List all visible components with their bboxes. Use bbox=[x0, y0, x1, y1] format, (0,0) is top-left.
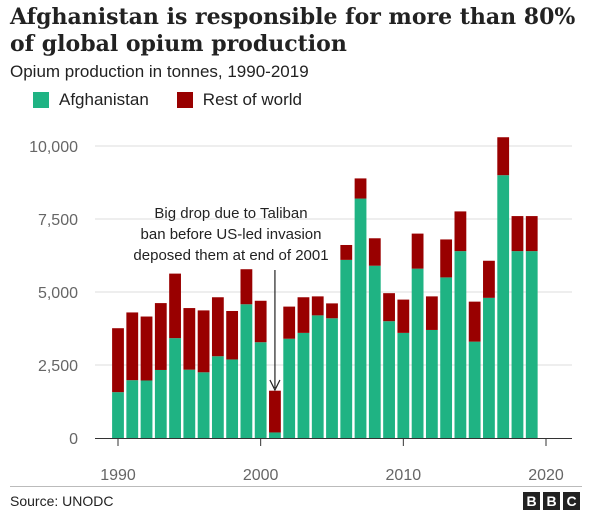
bbc-logo-letter: B bbox=[523, 492, 540, 510]
source-note: Source: UNODC bbox=[10, 493, 114, 509]
bar-rest-of-world bbox=[383, 293, 395, 322]
bar-rest-of-world bbox=[397, 299, 410, 333]
bar-afghanistan bbox=[140, 380, 153, 438]
bbc-logo: B B C bbox=[520, 492, 580, 510]
bar-afghanistan bbox=[425, 329, 438, 438]
annotation-text: Big drop due to Taliban bbox=[154, 205, 307, 222]
bar-afghanistan bbox=[511, 251, 524, 438]
bar-afghanistan bbox=[240, 304, 253, 438]
bar-afghanistan bbox=[454, 251, 467, 438]
bar-afghanistan bbox=[368, 265, 381, 438]
bar-afghanistan bbox=[354, 198, 367, 438]
annotation-text: deposed them at end of 2001 bbox=[133, 247, 328, 264]
bar-afghanistan bbox=[169, 338, 181, 438]
bbc-logo-letter: C bbox=[563, 492, 580, 510]
bar-rest-of-world bbox=[454, 211, 467, 252]
legend-label-afghanistan: Afghanistan bbox=[59, 90, 149, 109]
bar-rest-of-world bbox=[126, 312, 139, 381]
bar-rest-of-world bbox=[340, 244, 353, 260]
bar-rest-of-world bbox=[112, 328, 124, 393]
bar-afghanistan bbox=[183, 369, 196, 438]
bar-afghanistan bbox=[197, 372, 210, 438]
y-tick-label: 10,000 bbox=[29, 139, 78, 156]
bar-afghanistan bbox=[483, 297, 495, 438]
bar-afghanistan bbox=[340, 259, 353, 438]
y-tick-label: 7,500 bbox=[38, 212, 78, 229]
footer-divider bbox=[10, 486, 582, 487]
bar-rest-of-world bbox=[254, 300, 267, 343]
bar-rest-of-world bbox=[311, 296, 324, 316]
bar-rest-of-world bbox=[297, 297, 310, 333]
y-tick-label: 5,000 bbox=[38, 285, 78, 302]
bar-afghanistan bbox=[269, 432, 281, 438]
chart-title: Afghanistan is responsible for more than… bbox=[10, 4, 576, 57]
bar-rest-of-world bbox=[197, 310, 210, 373]
x-tick-label: 1990 bbox=[100, 467, 136, 484]
bar-rest-of-world bbox=[326, 303, 338, 319]
bar-rest-of-world bbox=[354, 178, 367, 199]
annotation-text: ban before US-led invasion bbox=[141, 226, 322, 243]
y-tick-label: 0 bbox=[69, 431, 78, 448]
bar-rest-of-world bbox=[468, 301, 481, 342]
bar-rest-of-world bbox=[483, 260, 495, 298]
legend-swatch-afghanistan bbox=[33, 92, 49, 108]
bar-rest-of-world bbox=[183, 308, 196, 370]
x-tick-label: 2010 bbox=[386, 467, 422, 484]
bar-afghanistan bbox=[525, 251, 538, 438]
legend-item-rest-of-world: Rest of world bbox=[176, 90, 302, 110]
bars bbox=[112, 137, 538, 438]
bar-rest-of-world bbox=[411, 233, 424, 269]
bar-afghanistan bbox=[126, 380, 139, 438]
annotation: Big drop due to Taliban ban before US-led… bbox=[133, 205, 329, 392]
x-tick-label: 2020 bbox=[528, 467, 564, 484]
bar-rest-of-world bbox=[211, 297, 224, 357]
bar-rest-of-world bbox=[511, 216, 524, 252]
bar-afghanistan bbox=[411, 268, 424, 438]
bar-afghanistan bbox=[311, 315, 324, 438]
bar-afghanistan bbox=[254, 342, 267, 438]
bar-afghanistan bbox=[497, 175, 510, 438]
bar-rest-of-world bbox=[140, 316, 153, 381]
y-tick-label: 2,500 bbox=[38, 358, 78, 375]
bar-afghanistan bbox=[440, 277, 453, 438]
bbc-logo-letter: B bbox=[543, 492, 560, 510]
x-tick-label: 2000 bbox=[243, 467, 279, 484]
bar-rest-of-world bbox=[368, 238, 381, 266]
bar-afghanistan bbox=[211, 356, 224, 438]
chart-subtitle: Opium production in tonnes, 1990-2019 bbox=[10, 62, 309, 81]
bar-rest-of-world bbox=[154, 303, 167, 370]
bar-afghanistan bbox=[326, 318, 338, 438]
bar-rest-of-world bbox=[240, 269, 253, 305]
legend-swatch-rest-of-world bbox=[176, 92, 193, 108]
bar-rest-of-world bbox=[226, 310, 239, 360]
x-axis: 1990 2000 2010 2020 bbox=[95, 438, 572, 484]
bar-afghanistan bbox=[397, 332, 410, 438]
bar-afghanistan bbox=[226, 359, 239, 438]
bar-afghanistan bbox=[383, 321, 395, 438]
legend-item-afghanistan: Afghanistan bbox=[33, 90, 149, 110]
bar-afghanistan bbox=[112, 392, 124, 438]
bar-rest-of-world bbox=[525, 216, 538, 252]
bar-rest-of-world bbox=[497, 137, 510, 176]
bar-afghanistan bbox=[468, 341, 481, 438]
legend: Afghanistan Rest of world bbox=[33, 90, 330, 110]
annotation-arrow-head bbox=[269, 379, 281, 392]
legend-label-rest-of-world: Rest of world bbox=[202, 90, 302, 109]
bar-rest-of-world bbox=[269, 390, 281, 433]
bar-rest-of-world bbox=[440, 239, 453, 278]
bar-afghanistan bbox=[283, 338, 296, 438]
bar-afghanistan bbox=[297, 332, 310, 438]
bar-rest-of-world bbox=[425, 296, 438, 330]
bar-afghanistan bbox=[154, 369, 167, 438]
bar-rest-of-world bbox=[283, 306, 296, 339]
bar-rest-of-world bbox=[169, 273, 181, 339]
